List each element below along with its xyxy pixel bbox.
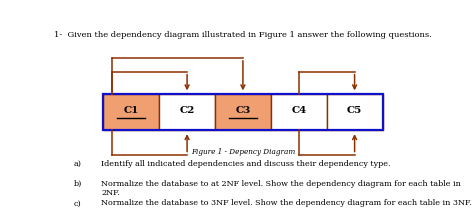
Bar — [271, 94, 327, 130]
Bar — [327, 94, 383, 130]
Text: C1: C1 — [124, 106, 139, 115]
Bar — [103, 94, 383, 130]
Text: b): b) — [74, 179, 82, 187]
Text: C5: C5 — [347, 106, 362, 115]
Text: Identify all indicated dependencies and discuss their dependency type.: Identify all indicated dependencies and … — [101, 160, 391, 168]
Text: 1-  Given the dependency diagram illustrated in Figure 1 answer the following qu: 1- Given the dependency diagram illustra… — [54, 31, 432, 39]
Text: a): a) — [74, 160, 82, 168]
Text: Figure 1 - Depency Diagram: Figure 1 - Depency Diagram — [191, 148, 295, 156]
Text: c): c) — [74, 199, 82, 207]
Text: C4: C4 — [291, 106, 306, 115]
Text: Normalize the database to at 2NF level. Show the dependency diagram for each tab: Normalize the database to at 2NF level. … — [101, 179, 461, 197]
Text: Normalize the database to 3NF level. Show the dependency diagram for each table : Normalize the database to 3NF level. Sho… — [101, 199, 472, 207]
Text: C2: C2 — [179, 106, 195, 115]
Bar — [103, 94, 159, 130]
Bar — [159, 94, 215, 130]
Text: C3: C3 — [235, 106, 251, 115]
Bar — [215, 94, 271, 130]
